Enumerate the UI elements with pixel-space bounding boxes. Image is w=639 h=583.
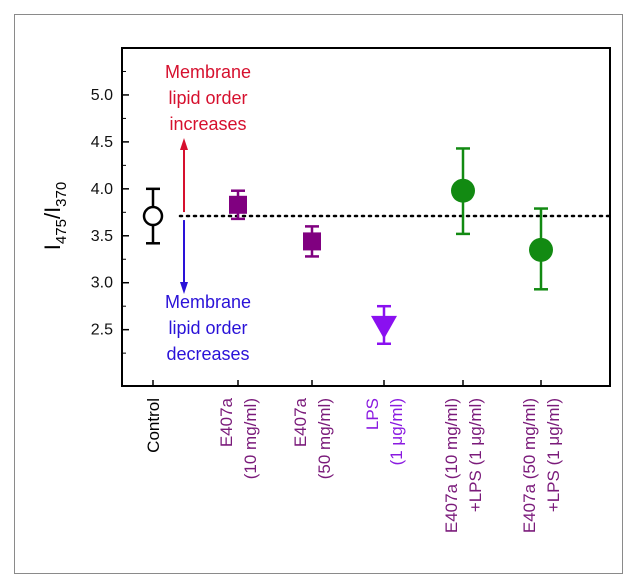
increase-note-line: Membrane (165, 62, 251, 82)
y-tick-label: 3.0 (91, 275, 113, 292)
x-category-label: +LPS (1 μg/ml) (466, 398, 485, 512)
decrease-note-line: lipid order (168, 318, 247, 338)
y-axis-label-part: /I (40, 207, 65, 219)
y-axis-label-part: 475 (53, 219, 70, 244)
x-category-label: (1 μg/ml) (387, 398, 406, 465)
y-tick-label: 4.5 (91, 134, 113, 151)
x-category-label: (50 mg/ml) (315, 398, 334, 479)
x-category-label: +LPS (1 μg/ml) (544, 398, 563, 512)
data-point-circle (529, 237, 553, 262)
x-category-label: E407a (291, 397, 310, 447)
y-tick-label: 4.0 (91, 181, 113, 198)
data-point-triangle (371, 315, 397, 339)
y-axis-label-part: I (40, 244, 65, 250)
x-category-label: Control (144, 398, 163, 453)
increase-note-line: lipid order (168, 88, 247, 108)
increase-note-line: increases (169, 114, 246, 134)
decrease-arrow-head (180, 282, 188, 294)
y-tick-label: 3.5 (91, 228, 113, 245)
y-tick-label: 2.5 (91, 322, 113, 339)
x-category-label: E407a (217, 397, 236, 447)
data-point-square (303, 232, 321, 251)
increase-arrow-head (180, 138, 188, 150)
data-point-open-circle (142, 205, 164, 227)
x-category-label: E407a (50 mg/ml) (520, 398, 539, 533)
y-axis-label-part: 370 (53, 182, 70, 207)
x-category-label: LPS (363, 398, 382, 430)
y-tick-label: 5.0 (91, 87, 113, 104)
data-point-square (229, 195, 247, 214)
decrease-note-line: Membrane (165, 292, 251, 312)
data-point-circle (451, 178, 475, 203)
x-category-label: (10 mg/ml) (241, 398, 260, 479)
figure-frame (14, 14, 623, 574)
plot-area-border (121, 47, 611, 387)
x-category-label: E407a (10 mg/ml) (442, 398, 461, 533)
decrease-note-line: decreases (166, 344, 249, 364)
y-axis-label: I475/I370 (40, 182, 70, 250)
